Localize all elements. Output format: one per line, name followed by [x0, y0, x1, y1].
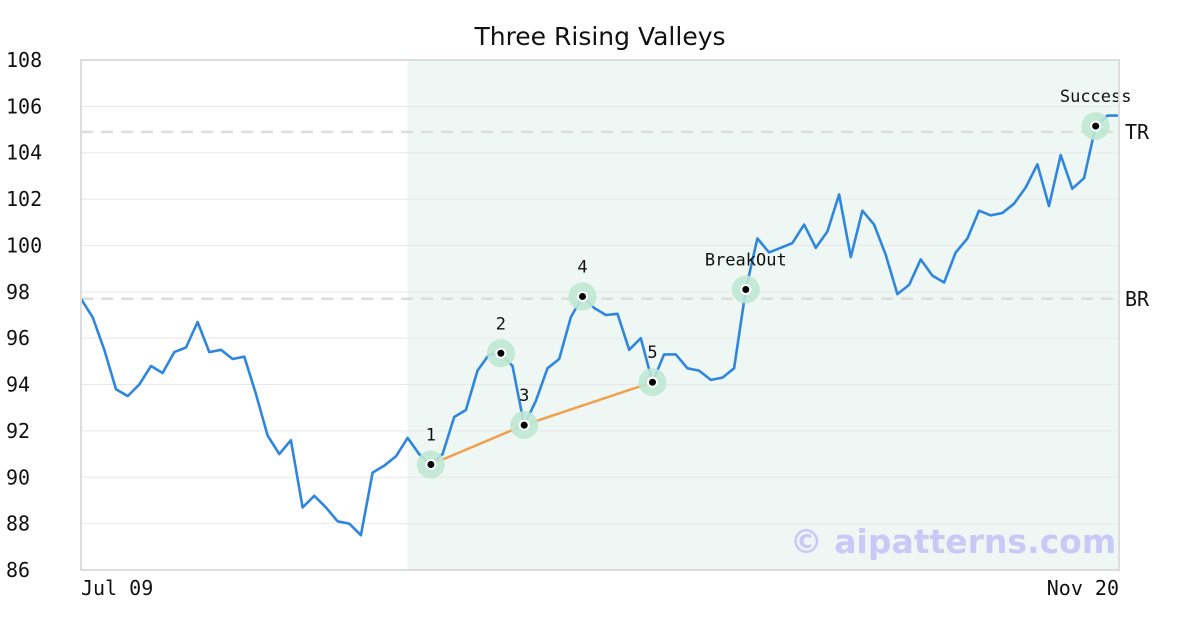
marker-dot: [427, 461, 435, 469]
annotation-label: 1: [426, 426, 436, 446]
annotation-label: 5: [647, 343, 657, 363]
marker-dot: [648, 378, 656, 386]
x-tick-label: Jul 09: [81, 576, 153, 600]
marker-dot: [742, 286, 750, 293]
marker-dot: [520, 421, 528, 429]
marker-dot: [1092, 122, 1100, 130]
y-axis-ticks: 86 88 90 92 94 96 98 100 102 104 106 108: [6, 48, 42, 582]
y-tick-label: 90: [6, 465, 30, 489]
annotation-label: 3: [519, 386, 529, 406]
marker-dot: [579, 292, 587, 300]
chart-title: Three Rising Valleys: [474, 22, 726, 51]
y-tick-label: 88: [6, 512, 30, 536]
annotation-markers: 1 2 3 4 5 BreakOut Success: [416, 87, 1132, 479]
annotation-label: Success: [1060, 87, 1132, 107]
y-tick-label: 86: [6, 558, 30, 582]
y-tick-label: 94: [6, 373, 30, 397]
plot-frame: [80, 59, 1120, 571]
pattern-shaded-region: [407, 60, 1120, 570]
y-tick-label: 108: [6, 48, 42, 72]
y-tick-label: 96: [6, 326, 30, 350]
annotation-label: BreakOut: [705, 251, 787, 271]
y-tick-label: 100: [6, 233, 42, 257]
marker-dot: [497, 349, 505, 357]
y-tick-label: 102: [6, 187, 42, 211]
y-tick-label: 92: [6, 419, 30, 443]
y-tick-label: 106: [6, 94, 42, 118]
y-tick-label: 98: [6, 280, 30, 304]
annotation-label: 4: [577, 257, 587, 277]
x-axis-ticks: Jul 09 Nov 20: [81, 576, 1119, 600]
price-series-group: [79, 114, 1119, 537]
grid-lines: [81, 59, 1119, 571]
level-lines: TR BR: [81, 120, 1150, 311]
level-label: BR: [1125, 287, 1150, 311]
annotation-label: 2: [496, 314, 506, 334]
x-tick-label: Nov 20: [1047, 576, 1119, 600]
price-line: [79, 114, 1119, 537]
y-tick-label: 104: [6, 141, 42, 165]
watermark: © aipatterns.com: [790, 522, 1116, 561]
level-label: TR: [1125, 120, 1150, 144]
